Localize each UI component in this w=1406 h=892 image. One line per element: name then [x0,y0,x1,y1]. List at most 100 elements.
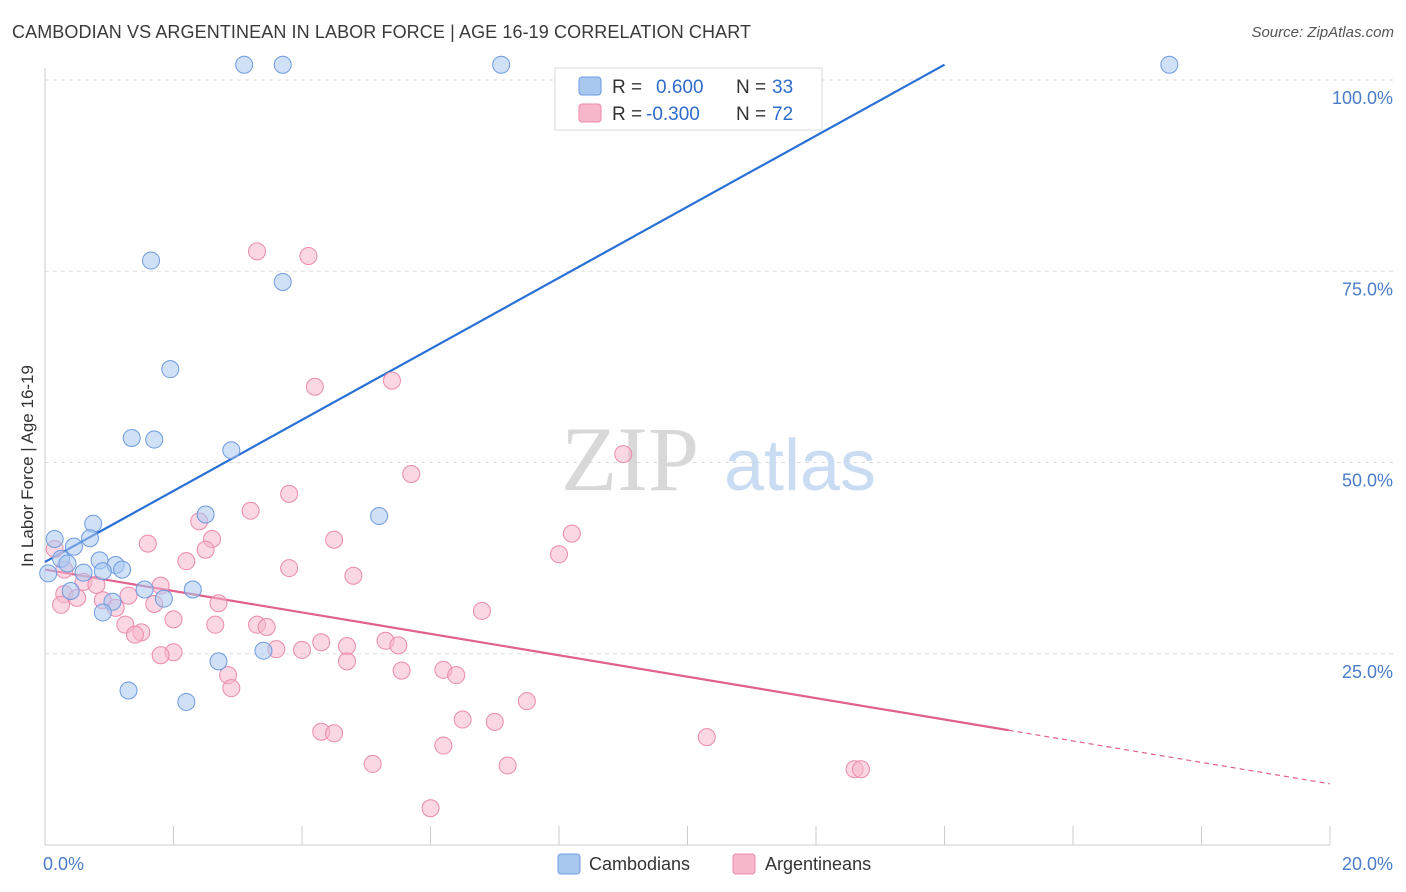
argentinean-points [45,242,870,818]
cambodian-point-23 [39,564,58,583]
argentinean-point-33 [206,615,225,634]
cambodian-trend-line [44,63,946,563]
argentinean-point-12 [138,534,157,553]
argentinean-point-55 [485,712,504,731]
argentinean-point-44 [293,640,311,659]
argentinean-point-30 [472,601,491,620]
tick-labels: 25.0% 50.0% 75.0% 100.0% 0.0% 20.0% [43,88,1393,874]
cambodian-point-9 [222,441,241,460]
legend-cambodians-label[interactable]: Cambodians [589,854,690,874]
cambodian-point-11 [196,505,215,524]
y-tick-label-50: 50.0% [1342,471,1393,491]
cambodian-point-26 [154,589,173,608]
argentinean-point-9 [562,524,581,543]
argentinean-point-6 [280,484,299,503]
argentinean-point-14 [196,540,215,559]
legend-n-label-2: N = [736,104,766,125]
argentinean-point-63 [851,760,870,779]
cambodian-point-7 [122,429,141,448]
cambodian-point-19 [58,554,77,573]
legend-r-value-2: -0.300 [646,104,700,125]
argentinean-point-39 [312,633,331,652]
argentinean-point-28 [344,566,363,585]
argentinean-point-60 [363,754,382,773]
y-tick-label-75: 75.0% [1342,279,1393,299]
argentinean-point-24 [52,595,71,614]
legend-r-label-1: R = [612,77,642,98]
argentinean-trend-extension [1008,729,1331,785]
argentinean-point-27 [119,586,138,605]
watermark-atlas: atlas [724,426,876,506]
legend-n-value-2: 72 [772,104,793,125]
argentinean-point-52 [222,679,241,698]
axes [44,68,1331,846]
argentinean-point-17 [280,559,299,578]
argentinean-point-61 [498,756,517,775]
y-tick-label-100: 100.0% [1332,88,1393,108]
cambodian-point-32 [119,681,138,700]
argentinean-point-53 [517,692,536,711]
argentinean-point-0 [248,242,267,261]
argentinean-point-64 [421,799,440,818]
cambodian-point-30 [254,641,273,660]
source-label: Source: ZipAtlas.com [1251,24,1394,41]
argentinean-point-49 [392,661,411,680]
argentinean-point-41 [389,636,408,655]
argentinean-swatch [578,103,602,123]
argentinean-point-32 [164,610,183,629]
x-tick-label-min: 0.0% [43,854,84,874]
trend-lines [44,63,1331,785]
chart-title: CAMBODIAN VS ARGENTINEAN IN LABOR FORCE … [12,22,752,42]
cambodian-point-6 [161,360,180,379]
argentinean-point-50 [447,666,466,685]
legend-r-value-1: 0.600 [656,77,704,98]
legend-cambodians-swatch[interactable] [557,853,581,875]
argentinean-point-3 [382,371,401,390]
argentinean-point-47 [337,652,356,671]
cambodian-point-31 [209,652,228,671]
argentinean-point-59 [434,736,453,755]
legend-n-label-1: N = [736,77,766,98]
argentinean-point-54 [453,710,472,729]
cambodian-point-21 [93,562,112,581]
argentinean-point-1 [299,246,318,265]
argentinean-point-16 [550,545,568,564]
watermark: ZIP atlas [561,408,876,510]
cambodian-point-29 [93,603,112,622]
cambodian-points [39,55,1179,711]
cambodian-point-1 [273,55,292,74]
cambodian-point-22 [113,560,132,579]
cambodian-point-27 [183,580,202,599]
argentinean-point-7 [241,501,260,520]
x-tick-label-max: 20.0% [1342,854,1393,874]
argentinean-point-29 [209,594,228,613]
argentinean-point-2 [305,377,324,396]
legend-argentineans-label[interactable]: Argentineans [765,854,871,874]
cambodian-point-8 [145,430,164,449]
cambodian-point-20 [74,563,93,582]
argentinean-point-46 [151,646,170,665]
legend-r-label-2: R = [612,104,642,125]
cambodian-point-15 [80,529,99,548]
argentinean-point-58 [697,728,716,747]
legend-argentineans-swatch[interactable] [732,853,756,875]
argentinean-trend-line [44,568,1009,732]
argentinean-point-42 [337,637,356,656]
cambodian-point-14 [64,537,83,556]
legend-n-value-1: 33 [772,77,793,98]
argentinean-point-57 [325,724,344,743]
cambodian-point-33 [177,692,196,711]
cambodian-point-10 [370,507,389,526]
argentinean-point-5 [402,464,421,483]
cambodian-point-3 [1160,55,1179,74]
cambodian-swatch [578,76,602,96]
stats-legend: R = 0.600 N = 33 R = -0.300 N = 72 [554,67,823,131]
cambodian-point-5 [273,272,292,291]
cambodian-point-25 [135,580,154,599]
cambodian-point-4 [142,251,161,270]
argentinean-point-36 [257,617,276,636]
y-tick-label-25: 25.0% [1342,662,1393,682]
argentinean-point-4 [614,445,633,464]
argentinean-point-38 [125,625,144,644]
